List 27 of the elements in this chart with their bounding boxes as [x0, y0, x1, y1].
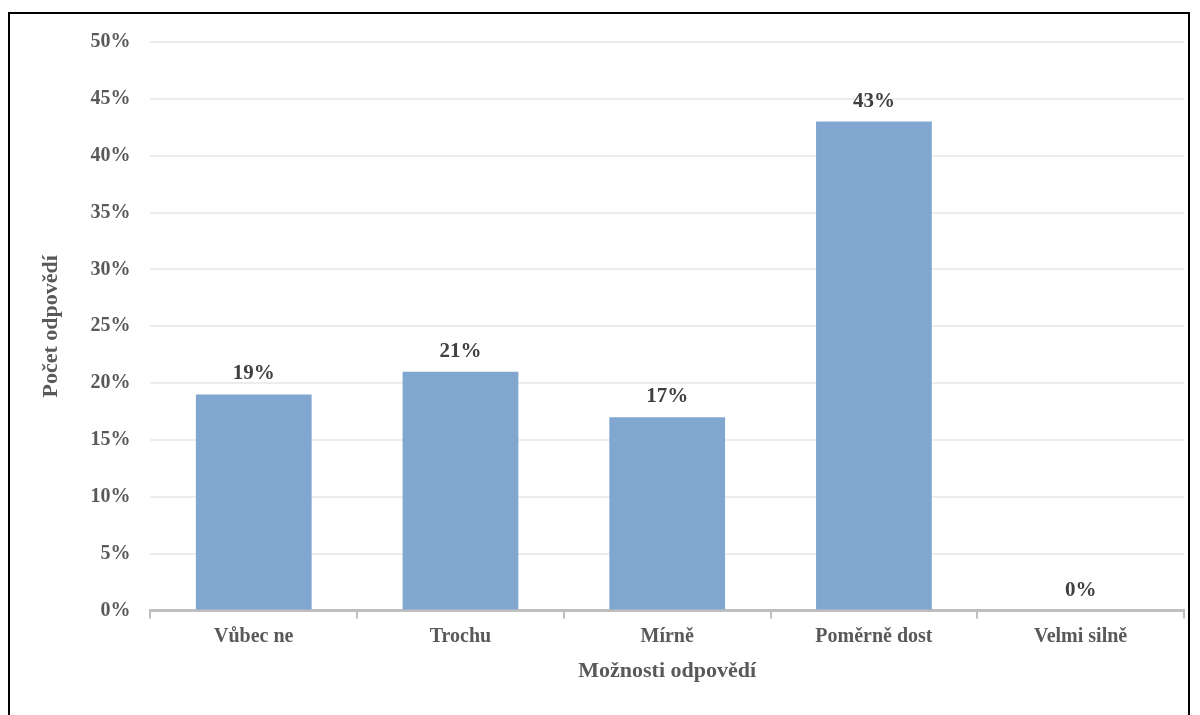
x-tick-label: Trochu — [429, 623, 492, 646]
y-tick-label: 35% — [90, 199, 131, 222]
bar — [609, 417, 726, 610]
y-tick-label: 15% — [90, 427, 131, 450]
x-tick-label: Mírně — [640, 623, 694, 646]
data-label: 0% — [1064, 576, 1097, 601]
x-tick-label: Velmi silně — [1034, 623, 1128, 646]
data-label: 19% — [232, 360, 275, 385]
y-tick-label: 40% — [90, 142, 131, 165]
y-tick-label: 20% — [90, 370, 131, 393]
x-tick-label: Vůbec ne — [214, 623, 294, 646]
x-tick-label: Poměrně dost — [815, 623, 933, 646]
x-axis-title: Možnosti odpovědí — [578, 657, 758, 683]
y-axis-title: Počet odpovědí — [36, 254, 62, 398]
data-label: 43% — [852, 87, 895, 112]
y-tick-label: 5% — [100, 540, 131, 563]
y-tick-label: 0% — [100, 597, 131, 620]
data-label: 17% — [646, 383, 689, 408]
y-tick-label: 10% — [90, 484, 131, 507]
bar — [195, 394, 312, 610]
y-tick-label: 30% — [90, 256, 131, 279]
y-tick-label: 50% — [90, 29, 131, 52]
bar — [402, 371, 519, 610]
y-tick-label: 45% — [90, 86, 131, 109]
bar — [816, 121, 932, 610]
y-tick-label: 25% — [90, 313, 131, 336]
data-label: 21% — [439, 337, 482, 362]
